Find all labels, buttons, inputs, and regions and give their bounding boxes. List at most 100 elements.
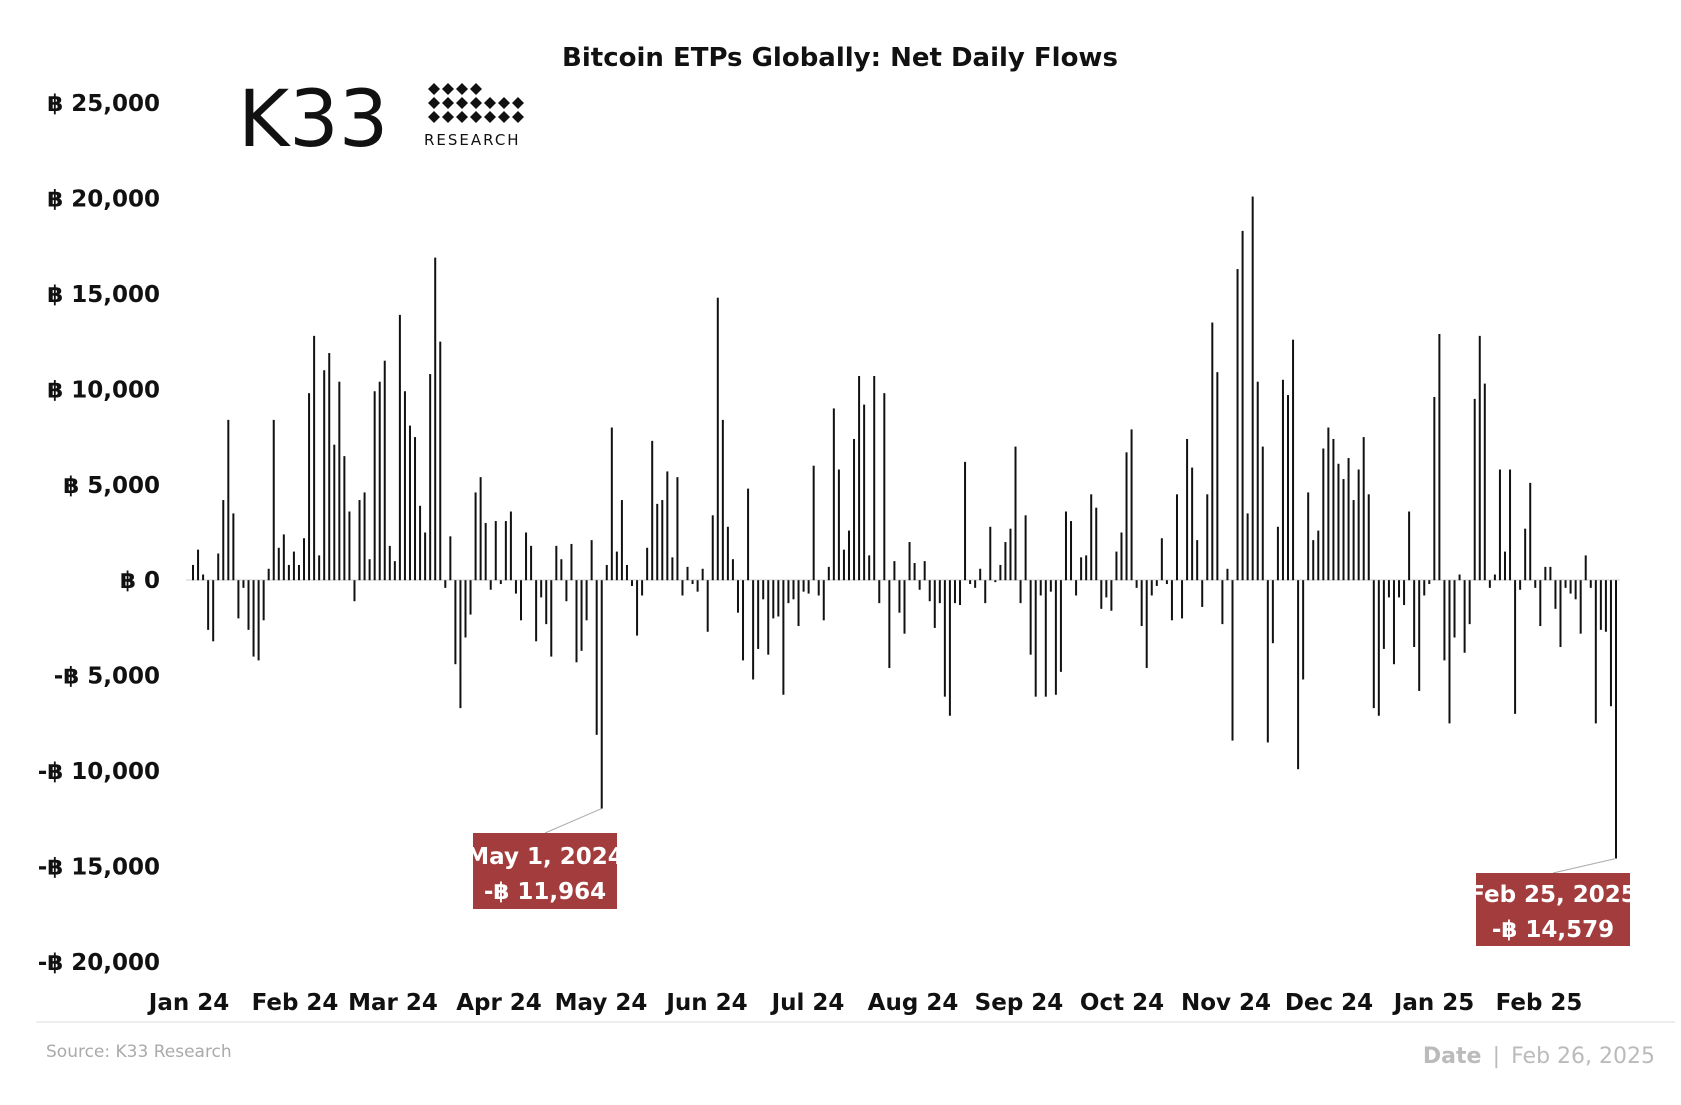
- bar: [817, 580, 820, 596]
- bar: [1246, 513, 1249, 581]
- bar: [822, 580, 825, 621]
- bar: [1297, 580, 1300, 770]
- bar: [1534, 580, 1537, 588]
- bar: [383, 360, 386, 581]
- bar: [878, 580, 881, 604]
- bar: [1604, 580, 1607, 632]
- bar: [1327, 427, 1330, 581]
- bar: [959, 580, 962, 606]
- bar: [464, 580, 467, 638]
- bar: [1251, 196, 1254, 581]
- y-tick-label: -฿ 20,000: [38, 950, 160, 976]
- bar: [1362, 437, 1365, 581]
- bar: [454, 580, 457, 665]
- bar: [530, 545, 533, 581]
- bar: [1554, 580, 1557, 609]
- bar: [1064, 511, 1067, 581]
- bar: [1241, 230, 1244, 581]
- date-label: Date: [1423, 1044, 1482, 1069]
- bar: [348, 511, 351, 581]
- logo-diamond: [470, 83, 482, 95]
- bar: [368, 559, 371, 581]
- logo-diamond: [428, 97, 440, 109]
- bar: [989, 526, 992, 581]
- bar: [192, 564, 194, 581]
- logo-wordmark: K33: [238, 75, 388, 165]
- bar: [1100, 580, 1103, 609]
- bar: [1599, 580, 1602, 630]
- bar: [1514, 580, 1517, 714]
- bar: [969, 580, 972, 585]
- bar: [585, 580, 588, 621]
- bar: [767, 580, 770, 655]
- bar: [1135, 580, 1138, 588]
- bar: [681, 580, 684, 596]
- logo-diamond: [456, 97, 468, 109]
- logo-diamond: [456, 83, 468, 95]
- bar: [297, 564, 300, 581]
- bar: [1463, 580, 1466, 653]
- bar: [853, 438, 856, 581]
- bar: [1271, 580, 1274, 644]
- bar: [1372, 580, 1375, 709]
- bar: [1392, 580, 1395, 665]
- bar: [1347, 458, 1350, 581]
- x-tick-label: Jan 24: [147, 990, 229, 1016]
- logo-diamond: [442, 111, 454, 123]
- bar: [777, 580, 780, 617]
- logo-diamond: [512, 111, 524, 123]
- bar: [439, 341, 442, 581]
- bar: [272, 419, 275, 581]
- bar: [1413, 580, 1416, 648]
- bar: [595, 580, 598, 735]
- bar: [1059, 580, 1062, 672]
- bar: [1261, 446, 1264, 581]
- bar: [701, 568, 704, 581]
- y-tick-label: ฿ 20,000: [47, 186, 160, 212]
- logo-diamond: [428, 111, 440, 123]
- bar: [1443, 580, 1446, 661]
- x-tick-label: Mar 24: [348, 990, 438, 1016]
- annotation-feb-2025: Feb 25, 2025 -฿ 14,579: [1469, 858, 1637, 946]
- bar: [207, 580, 210, 630]
- bar: [1539, 580, 1542, 627]
- bar: [398, 314, 401, 581]
- bar: [837, 469, 840, 581]
- bar: [1216, 372, 1219, 581]
- bar: [858, 375, 861, 581]
- bar: [1483, 383, 1486, 581]
- annotation-date: May 1, 2024: [466, 844, 623, 870]
- bar: [1044, 580, 1047, 697]
- bar: [257, 580, 260, 661]
- bar: [625, 564, 628, 581]
- x-tick-label: Jan 25: [1392, 990, 1474, 1016]
- logo-diamond: [498, 97, 510, 109]
- bar: [282, 534, 285, 581]
- bar: [1206, 494, 1209, 581]
- bar: [414, 437, 417, 581]
- bar: [979, 568, 982, 581]
- bar: [504, 521, 507, 581]
- annotation-leader-line: [544, 808, 602, 834]
- bar: [1009, 528, 1012, 581]
- bar: [691, 580, 694, 585]
- bar: [1337, 463, 1340, 581]
- bar: [736, 580, 739, 613]
- bar: [842, 549, 845, 581]
- bar: [1559, 580, 1562, 648]
- bar: [666, 471, 669, 581]
- annotation-may-2024: May 1, 2024 -฿ 11,964: [466, 808, 624, 909]
- y-tick-label: -฿ 15,000: [38, 855, 160, 881]
- k33-logo: K33 RESEARCH: [238, 75, 524, 165]
- bar: [444, 580, 447, 588]
- bar: [363, 492, 366, 581]
- bar: [1352, 500, 1355, 581]
- bar: [716, 297, 719, 581]
- bar: [600, 580, 603, 809]
- bar: [308, 393, 311, 581]
- bar: [1095, 507, 1098, 581]
- annotation-value: -฿ 14,579: [1492, 917, 1614, 943]
- logo-subtitle: RESEARCH: [424, 131, 521, 149]
- bar: [1317, 530, 1320, 581]
